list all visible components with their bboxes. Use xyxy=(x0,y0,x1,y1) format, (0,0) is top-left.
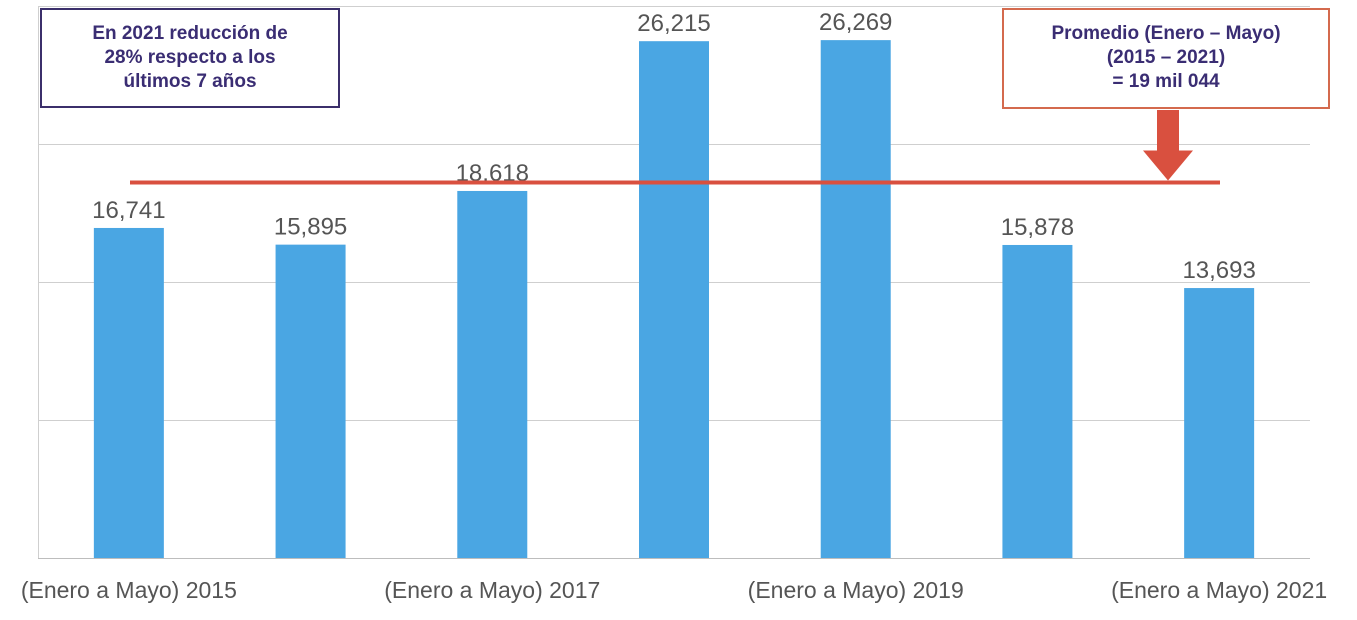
bar-value-label: 13,693 xyxy=(1182,257,1255,284)
average-annotation-box: Promedio (Enero – Mayo) (2015 – 2021) = … xyxy=(1002,8,1330,109)
bar-value-label: 26,215 xyxy=(637,10,710,37)
bar-value-label: 16,741 xyxy=(92,197,165,224)
bar xyxy=(275,244,346,559)
bar-value-label: 26,269 xyxy=(819,9,892,36)
average-annotation-line-3: = 19 mil 044 xyxy=(1112,71,1220,92)
arrow-shaft xyxy=(1157,110,1179,153)
reduction-annotation-line-1: En 2021 reducción de xyxy=(92,23,288,44)
bar-value-label: 15,878 xyxy=(1001,214,1074,241)
x-tick-label: (Enero a Mayo) 2015 xyxy=(21,577,237,603)
bar xyxy=(820,40,891,558)
bars xyxy=(93,40,1255,559)
reduction-annotation-line-3: últimos 7 años xyxy=(123,71,257,92)
reduction-annotation-line-2: 28% respecto a los xyxy=(104,47,276,68)
bar xyxy=(639,41,709,558)
bar xyxy=(93,227,164,559)
down-arrow-icon xyxy=(1143,150,1193,181)
average-annotation-line-1: Promedio (Enero – Mayo) xyxy=(1051,23,1281,44)
bar-value-label: 15,895 xyxy=(274,214,347,241)
bar xyxy=(457,190,528,559)
bar xyxy=(1184,288,1255,558)
x-tick-label: (Enero a Mayo) 2017 xyxy=(384,577,600,603)
x-tick-label: (Enero a Mayo) 2019 xyxy=(748,577,964,603)
x-tick-labels: (Enero a Mayo) 2015 (Enero a Mayo) 2017 (E… xyxy=(21,577,1327,603)
reduction-annotation-box: En 2021 reducción de 28% respecto a los … xyxy=(40,8,340,108)
x-tick-label: (Enero a Mayo) 2021 xyxy=(1111,577,1327,603)
bar xyxy=(1002,244,1073,559)
average-line-group xyxy=(130,110,1220,185)
average-annotation-line-2: (2015 – 2021) xyxy=(1106,47,1226,68)
